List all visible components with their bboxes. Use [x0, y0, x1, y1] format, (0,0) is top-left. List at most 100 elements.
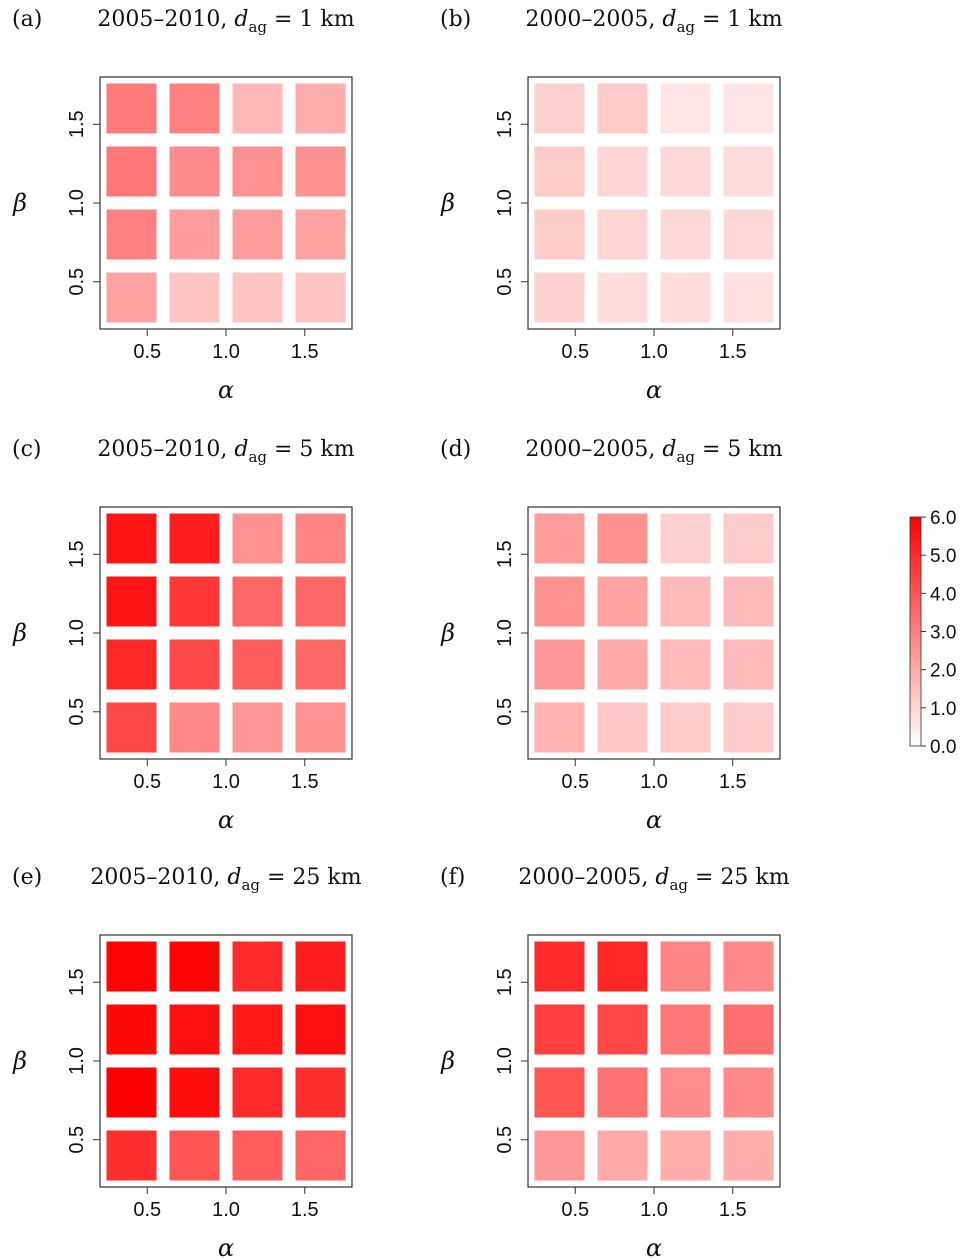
heatmap-cell [597, 1130, 648, 1181]
y-tick-label: 1.5 [66, 110, 88, 138]
heatmap-cell [232, 576, 283, 627]
y-axis-label: β [12, 619, 27, 647]
panel-title: 2000–2005, dag = 25 km [518, 865, 789, 894]
heatmap-cell [597, 209, 648, 260]
panels-group: (a) 2005–2010, dag = 1 km0.5 1.0 1.50.51.01… [12, 7, 790, 1258]
x-tick-label: 0.5 [561, 771, 589, 793]
heatmap-cell [723, 1004, 774, 1055]
title-period: 2000–2005, [525, 7, 662, 32]
title-d-subscript: ag [669, 876, 688, 894]
heatmap-cell [169, 639, 220, 690]
panel-a: (a) 2005–2010, dag = 1 km 0.5 1.0 1.5 0.5 1.0 1… [12, 7, 355, 404]
heatmap-cell [169, 1067, 220, 1118]
heatmap-cell [660, 702, 711, 753]
y-tick-label: 1.0 [494, 189, 516, 217]
title-d-value: = 1 km [267, 7, 355, 32]
x-tick-label: 1.5 [291, 1199, 319, 1221]
panel-title: 2000–2005, dag = 5 km [525, 437, 782, 466]
y-tick-label: 0.5 [66, 698, 88, 726]
y-tick-label: 1.5 [66, 540, 88, 568]
panel-title: 2005–2010, dag = 5 km [97, 437, 354, 466]
colorbar-tick-label: 2.0 [930, 661, 956, 682]
heatmap-cell [295, 702, 346, 753]
heatmap-cell [534, 941, 585, 992]
colorbar-tick-label: 3.0 [930, 623, 956, 644]
heatmap-cell [232, 639, 283, 690]
x-axis-label: α [646, 376, 662, 404]
x-tick-label: 0.5 [133, 1199, 161, 1221]
x-tick-label: 1.5 [291, 341, 319, 363]
panel-label: (e) [12, 865, 42, 890]
heatmap-cell [723, 83, 774, 134]
y-tick-label: 1.5 [494, 110, 516, 138]
heatmap-cell [169, 513, 220, 564]
y-axis-label: β [440, 189, 455, 217]
y-tick-label: 0.5 [66, 1126, 88, 1154]
heatmap-cell [295, 209, 346, 260]
panel-title: 2000–2005, dag = 1 km [525, 7, 782, 36]
heatmap-cell [534, 146, 585, 197]
colorbar-tick-label: 6.0 [930, 508, 956, 529]
heatmap-cell [660, 146, 711, 197]
x-tick-label: 1.0 [212, 771, 240, 793]
heatmap-cell [169, 941, 220, 992]
heatmap-cell [232, 83, 283, 134]
panel-label: (a) [12, 7, 42, 32]
heatmap-cell [723, 576, 774, 627]
heatmap-cell [597, 272, 648, 323]
heatmap-cell [534, 702, 585, 753]
x-tick-label: 0.5 [133, 771, 161, 793]
y-tick-label: 1.0 [494, 1047, 516, 1075]
heatmap-cell [106, 83, 157, 134]
title-d-value: = 1 km [695, 7, 783, 32]
title-d-symbol: d [655, 865, 669, 890]
y-tick-label: 0.5 [494, 268, 516, 296]
colorbar-tick-label: 5.0 [930, 546, 956, 567]
heatmap-cell [295, 272, 346, 323]
heatmap-cell [660, 1130, 711, 1181]
heatmap-cell [534, 1067, 585, 1118]
heatmap-cell [169, 272, 220, 323]
title-d-subscript: ag [676, 18, 695, 36]
heatmap-cell [106, 639, 157, 690]
title-d-value: = 5 km [695, 437, 783, 462]
heatmap-cell [295, 576, 346, 627]
heatmap-cell [106, 209, 157, 260]
x-tick-label: 1.0 [640, 341, 668, 363]
panel-b: (b) 2000–2005, dag = 1 km 0.5 1.0 1.5 0.5 1.0 1… [440, 7, 783, 404]
colorbar-tick-label: 1.0 [930, 699, 956, 720]
title-period: 2005–2010, [90, 865, 227, 890]
title-d-symbol: d [234, 437, 248, 462]
heatmap-cell [295, 146, 346, 197]
y-tick-label: 0.5 [494, 1126, 516, 1154]
y-tick-label: 1.0 [494, 619, 516, 647]
heatmap-cell [232, 1067, 283, 1118]
heatmap-cell [534, 639, 585, 690]
y-tick-label: 1.0 [66, 619, 88, 647]
heatmap-cell [169, 1130, 220, 1181]
title-d-symbol: d [227, 865, 241, 890]
title-period: 2000–2005, [525, 437, 662, 462]
heatmap-cell [295, 513, 346, 564]
heatmap-cell [597, 1067, 648, 1118]
heatmap-cell [723, 513, 774, 564]
heatmap-cell [660, 639, 711, 690]
heatmap-cell [169, 83, 220, 134]
heatmap-cell [232, 1004, 283, 1055]
y-axis-label: β [440, 1047, 455, 1075]
heatmap-cell [232, 941, 283, 992]
panel-f: (f) 2000–2005, dag = 25 km 0.5 1.0 1.5 0.5 1.0… [440, 865, 790, 1258]
heatmap-cell [169, 576, 220, 627]
heatmap-cell [295, 639, 346, 690]
heatmap-cell [106, 1004, 157, 1055]
title-d-value: = 5 km [267, 437, 355, 462]
y-tick-label: 1.5 [494, 968, 516, 996]
title-d-subscript: ag [248, 448, 267, 466]
heatmap-cell [723, 209, 774, 260]
heatmap-cell [597, 83, 648, 134]
x-tick-label: 1.5 [719, 1199, 747, 1221]
colorbar-tick-label: 4.0 [930, 584, 956, 605]
heatmap-cell [660, 272, 711, 323]
heatmap-cell [295, 1004, 346, 1055]
